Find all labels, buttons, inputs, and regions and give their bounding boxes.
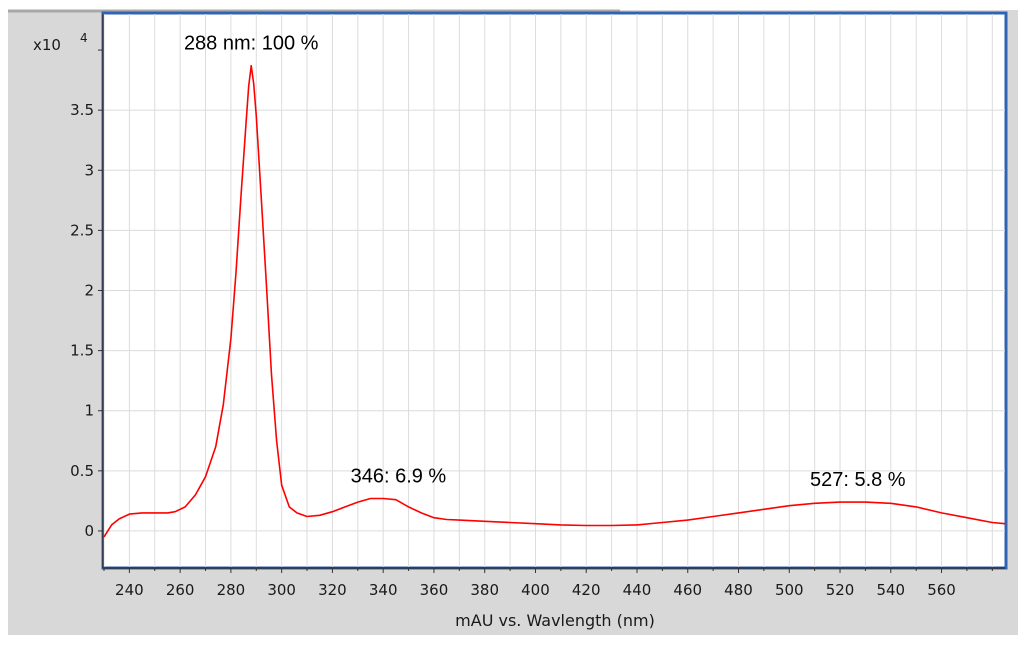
- x-tick-label: 360: [420, 581, 449, 599]
- x-tick-label: 480: [724, 581, 753, 599]
- y-tick-label: 1: [84, 402, 94, 420]
- x-tick-label: 260: [166, 581, 195, 599]
- grid-lines: [103, 14, 1005, 567]
- spectrum-line: [103, 64, 1006, 538]
- y-multiplier-exponent: 4: [80, 31, 88, 45]
- x-tick-label: 240: [115, 581, 144, 599]
- x-tick-label: 540: [876, 581, 905, 599]
- peak-label: 346: 6.9 %: [351, 465, 447, 487]
- x-tick-label: 420: [572, 581, 601, 599]
- x-tick-label: 440: [623, 581, 652, 599]
- x-tick-label: 460: [673, 581, 702, 599]
- y-tick-label: 1.5: [70, 342, 94, 360]
- y-multiplier-label: x10: [33, 36, 61, 54]
- y-tick-label: 0: [84, 522, 94, 540]
- x-tick-label: 320: [318, 581, 347, 599]
- peak-label: 288 nm: 100 %: [184, 33, 319, 55]
- x-tick-label: 560: [927, 581, 956, 599]
- axes: 240 260 280 300 320 340 360 380 400 420 440 460 480 5…: [70, 14, 1005, 599]
- y-tick-label: 2: [84, 282, 94, 300]
- x-axis-title: mAU vs. Wavlength (nm): [455, 611, 655, 630]
- x-tick-label: 380: [470, 581, 499, 599]
- y-tick-label: 2.5: [70, 221, 94, 239]
- x-tick-label: 400: [521, 581, 550, 599]
- x-tick-label: 340: [369, 581, 398, 599]
- annotations: 288 nm: 100 % 346: 6.9 % 527: 5.8 %: [184, 33, 906, 491]
- series-layer: [103, 64, 1006, 538]
- y-tick-label: 3: [84, 161, 94, 179]
- y-tick-label: 0.5: [70, 462, 94, 480]
- x-tick-label: 500: [775, 581, 804, 599]
- y-tick-label: 3.5: [70, 101, 94, 119]
- x-tick-label: 300: [267, 581, 296, 599]
- x-tick-label: 280: [217, 581, 246, 599]
- x-tick-label: 520: [826, 581, 855, 599]
- peak-label: 527: 5.8 %: [810, 469, 906, 491]
